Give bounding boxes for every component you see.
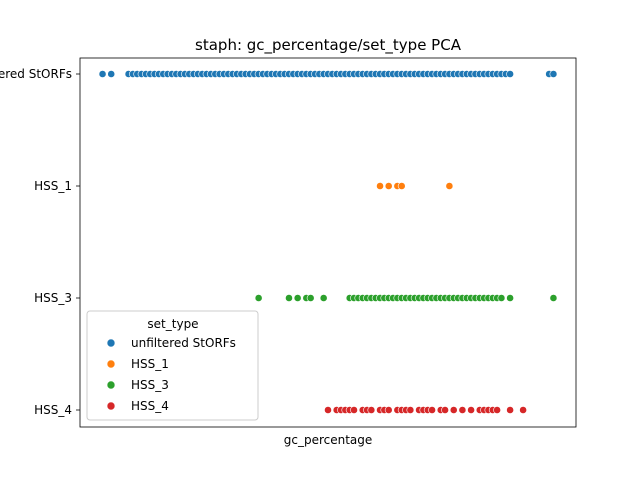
legend: set_type unfiltered StORFs HSS_1 HSS_3 HSS_… [86, 310, 259, 421]
chart-title: staph: gc_percentage/set_type PCA [195, 36, 462, 55]
data-point [467, 406, 475, 414]
data-point [285, 294, 293, 302]
x-axis-label: gc_percentage [284, 433, 373, 447]
data-point [441, 406, 449, 414]
legend-entry: HSS_1 [131, 357, 169, 371]
y-tick-label: HSS_4 [34, 403, 72, 417]
data-point [384, 182, 393, 190]
data-point [506, 70, 514, 78]
legend-box [86, 310, 259, 421]
data-point [493, 406, 501, 414]
legend-marker [106, 338, 116, 348]
data-point [324, 406, 332, 414]
data-point [428, 406, 436, 414]
y-tick-label: HSS_1 [34, 179, 72, 193]
legend-marker [106, 380, 116, 390]
legend-marker [106, 359, 116, 369]
y-axis: unfiltered StORFs HSS_1 HSS_3 HSS_4 [0, 67, 80, 417]
data-point [306, 294, 315, 302]
y-tick-label: HSS_3 [34, 291, 72, 305]
data-point [107, 70, 116, 78]
data-point [445, 182, 454, 190]
data-point [293, 294, 302, 302]
data-point [519, 406, 527, 414]
data-point [497, 294, 506, 302]
data-point [458, 406, 467, 414]
legend-entry: unfiltered StORFs [131, 336, 236, 350]
data-point [376, 182, 384, 190]
data-points [98, 70, 558, 414]
data-point [98, 70, 107, 78]
data-point [367, 406, 376, 414]
data-point [384, 406, 393, 414]
legend-entry: HSS_4 [131, 399, 169, 413]
data-point [397, 182, 406, 190]
plot-area [79, 57, 577, 428]
data-point [319, 294, 328, 302]
data-point [549, 70, 558, 78]
data-point [506, 294, 514, 302]
data-point [549, 294, 558, 302]
data-point [254, 294, 263, 302]
legend-marker [106, 401, 116, 411]
y-tick-label: unfiltered StORFs [0, 67, 72, 81]
legend-entry: HSS_3 [131, 378, 169, 392]
data-point [506, 406, 514, 414]
data-point [350, 406, 358, 414]
data-point [449, 406, 458, 414]
data-point [406, 406, 415, 414]
legend-title: set_type [147, 317, 198, 331]
